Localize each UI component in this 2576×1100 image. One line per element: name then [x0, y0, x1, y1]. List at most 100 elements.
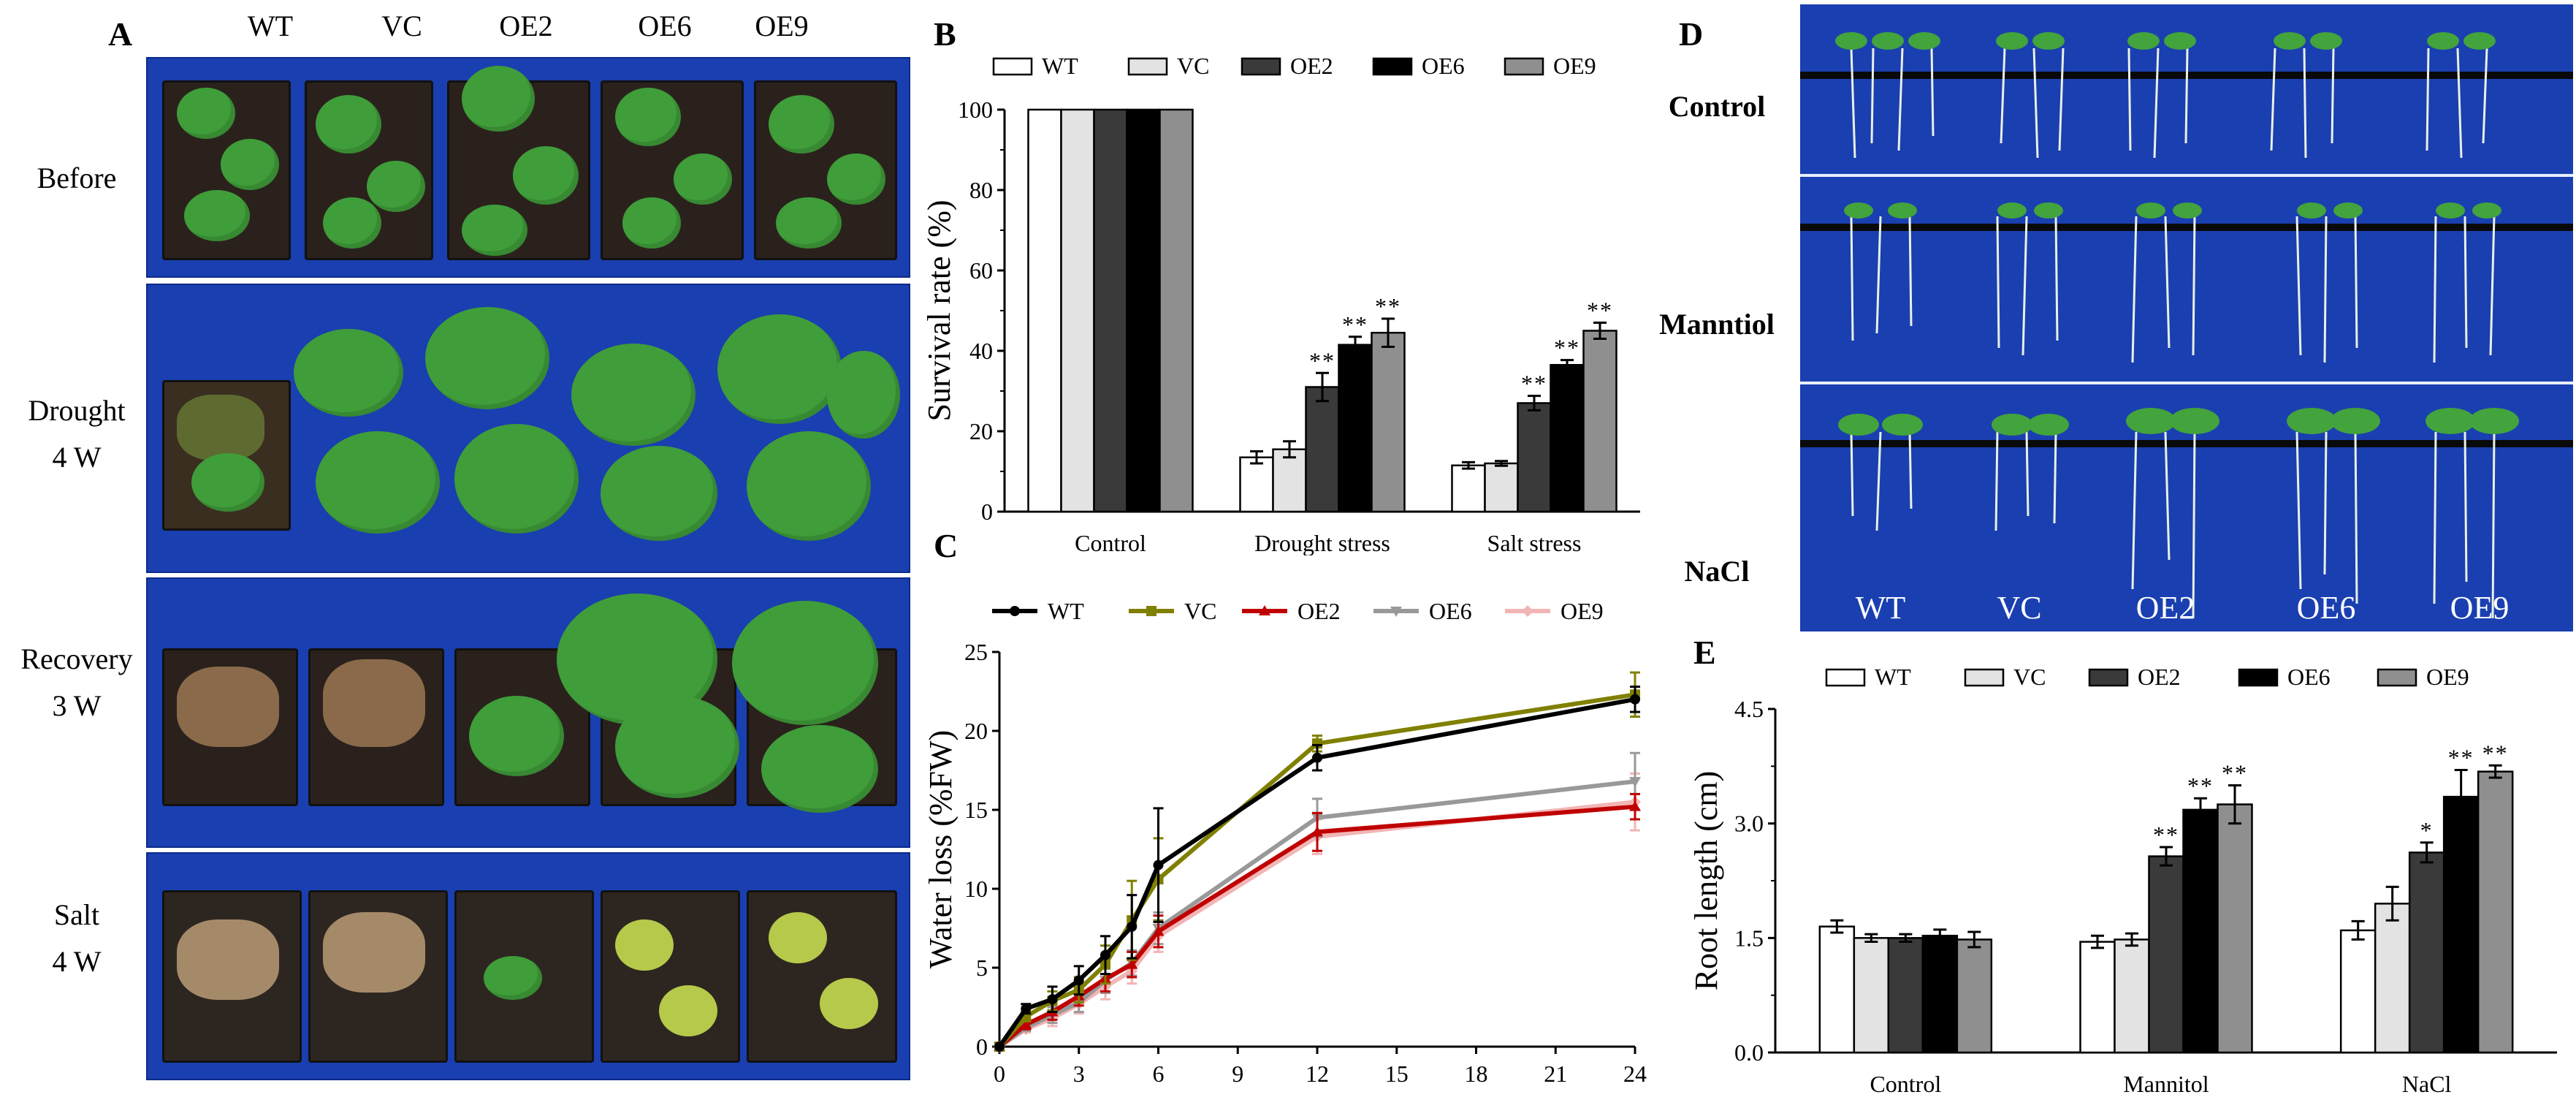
y-tick-label: 0.0	[1734, 1039, 1764, 1066]
bar-WT	[1239, 456, 1274, 513]
leaf	[484, 956, 542, 1000]
panel-d-genotype-label: WT	[1855, 590, 1906, 626]
legend-label: VC	[1184, 598, 1216, 624]
yellow-leaf	[820, 978, 878, 1029]
y-tick-label: 4.5	[1734, 696, 1764, 722]
dry-leaf	[323, 912, 425, 993]
divider	[1800, 382, 2573, 384]
significance-label: **	[2482, 740, 2509, 766]
bar-OE6	[2182, 808, 2219, 1054]
y-tick-label: 100	[958, 96, 993, 123]
bar-VC	[1853, 937, 1890, 1054]
legend-swatch-OE2	[1241, 57, 1281, 76]
row-label-line1: Salt	[53, 898, 100, 931]
photo-recovery	[146, 577, 910, 848]
bar-WT	[1818, 925, 1856, 1054]
significance-label: **	[1521, 371, 1547, 397]
panel-a-row-label: Before	[15, 161, 139, 195]
x-tick-label: 6	[1153, 1061, 1165, 1087]
panel-a-row-label: Recovery 3 W	[7, 636, 146, 729]
y-axis-label: Water loss (%FW)	[923, 730, 959, 968]
bar-OE2	[1887, 937, 1924, 1054]
y-tick-label: 40	[969, 338, 993, 364]
data-point-WT	[1153, 860, 1164, 870]
bar-OE2	[2408, 851, 2445, 1054]
legend-label: WT	[1042, 53, 1078, 79]
bar-WT	[2079, 941, 2116, 1054]
leaf	[513, 146, 579, 205]
divider	[1800, 174, 2573, 177]
x-tick-label: 24	[1623, 1061, 1647, 1087]
leaf	[184, 190, 250, 241]
row-label-line1: Drought	[28, 394, 126, 427]
y-tick-label: 0	[981, 498, 993, 525]
x-tick-label: 21	[1544, 1061, 1567, 1087]
leaf	[827, 351, 900, 439]
yellow-leaf	[659, 985, 717, 1036]
panel-a-genotype-label: VC	[381, 10, 422, 42]
data-point-OE2	[1629, 800, 1641, 811]
y-tick-label: 1.5	[1734, 925, 1764, 951]
legend-swatch-VC	[1127, 57, 1168, 76]
row-label-line1: Before	[37, 162, 117, 194]
leaf	[769, 95, 834, 153]
panel-d-genotype-label: OE9	[2450, 590, 2510, 626]
bar-OE9	[1956, 938, 1993, 1054]
bar-WT	[2339, 929, 2377, 1054]
leaf	[316, 95, 381, 153]
leaf	[462, 66, 535, 132]
panel-d-genotype-label: OE2	[2135, 590, 2195, 626]
leaf	[177, 88, 235, 139]
dry-leaf	[177, 395, 264, 460]
bar-OE9	[1371, 332, 1406, 513]
y-tick-label: 3.0	[1734, 811, 1764, 837]
bar-VC	[2114, 938, 2150, 1054]
photo-drought	[146, 284, 910, 573]
leaf	[615, 88, 681, 146]
legend-swatch-OE6	[2238, 668, 2279, 687]
row-label-line2: 4 W	[52, 945, 102, 978]
category-label: NaCl	[2402, 1071, 2452, 1097]
bar-OE2	[2148, 855, 2184, 1054]
significance-label: **	[1309, 347, 1335, 373]
bar-VC	[2374, 903, 2411, 1054]
data-point-WT	[1312, 752, 1322, 763]
legend-label: OE9	[1553, 53, 1596, 79]
significance-label: *	[2420, 817, 2434, 843]
pot	[747, 890, 897, 1063]
legend-swatch-WT	[992, 57, 1033, 76]
panel-d-genotype-label: VC	[1997, 590, 2042, 626]
legend-marker-OE9	[1522, 605, 1533, 617]
leaf	[294, 329, 403, 417]
bar-OE6	[1126, 108, 1161, 513]
legend-swatch-OE9	[2377, 668, 2417, 687]
data-point-WT	[1047, 994, 1058, 1005]
dry-leaf	[177, 919, 279, 1000]
category-label: Control	[1870, 1071, 1941, 1097]
legend-marker-OE6	[1390, 607, 1402, 617]
y-axis-label: Survival rate (%)	[921, 200, 957, 422]
category-label: Mannitol	[2123, 1071, 2209, 1097]
panel-letter-d: D	[1679, 15, 1704, 53]
legend-label: WT	[1875, 664, 1911, 690]
photo-salt	[146, 852, 910, 1080]
bar-OE9	[2217, 803, 2253, 1054]
leaf	[462, 205, 527, 256]
legend-label: OE2	[1290, 53, 1333, 79]
leaf	[191, 453, 264, 512]
bar-OE2	[1305, 386, 1340, 513]
row-label-line2: 3 W	[52, 689, 102, 722]
significance-label: **	[1587, 297, 1613, 324]
leaf	[367, 161, 425, 212]
bar-OE2	[1517, 402, 1552, 513]
legend-label: VC	[1177, 53, 1209, 79]
panel-letter-a: A	[108, 15, 133, 53]
y-tick-label: 15	[964, 797, 988, 823]
y-tick-label: 20	[964, 718, 988, 744]
leaf	[323, 197, 381, 249]
data-point-WT	[1073, 975, 1084, 986]
panel-letter-b: B	[934, 15, 956, 53]
significance-label: **	[2187, 773, 2214, 799]
panel-letter-c: C	[934, 527, 959, 564]
